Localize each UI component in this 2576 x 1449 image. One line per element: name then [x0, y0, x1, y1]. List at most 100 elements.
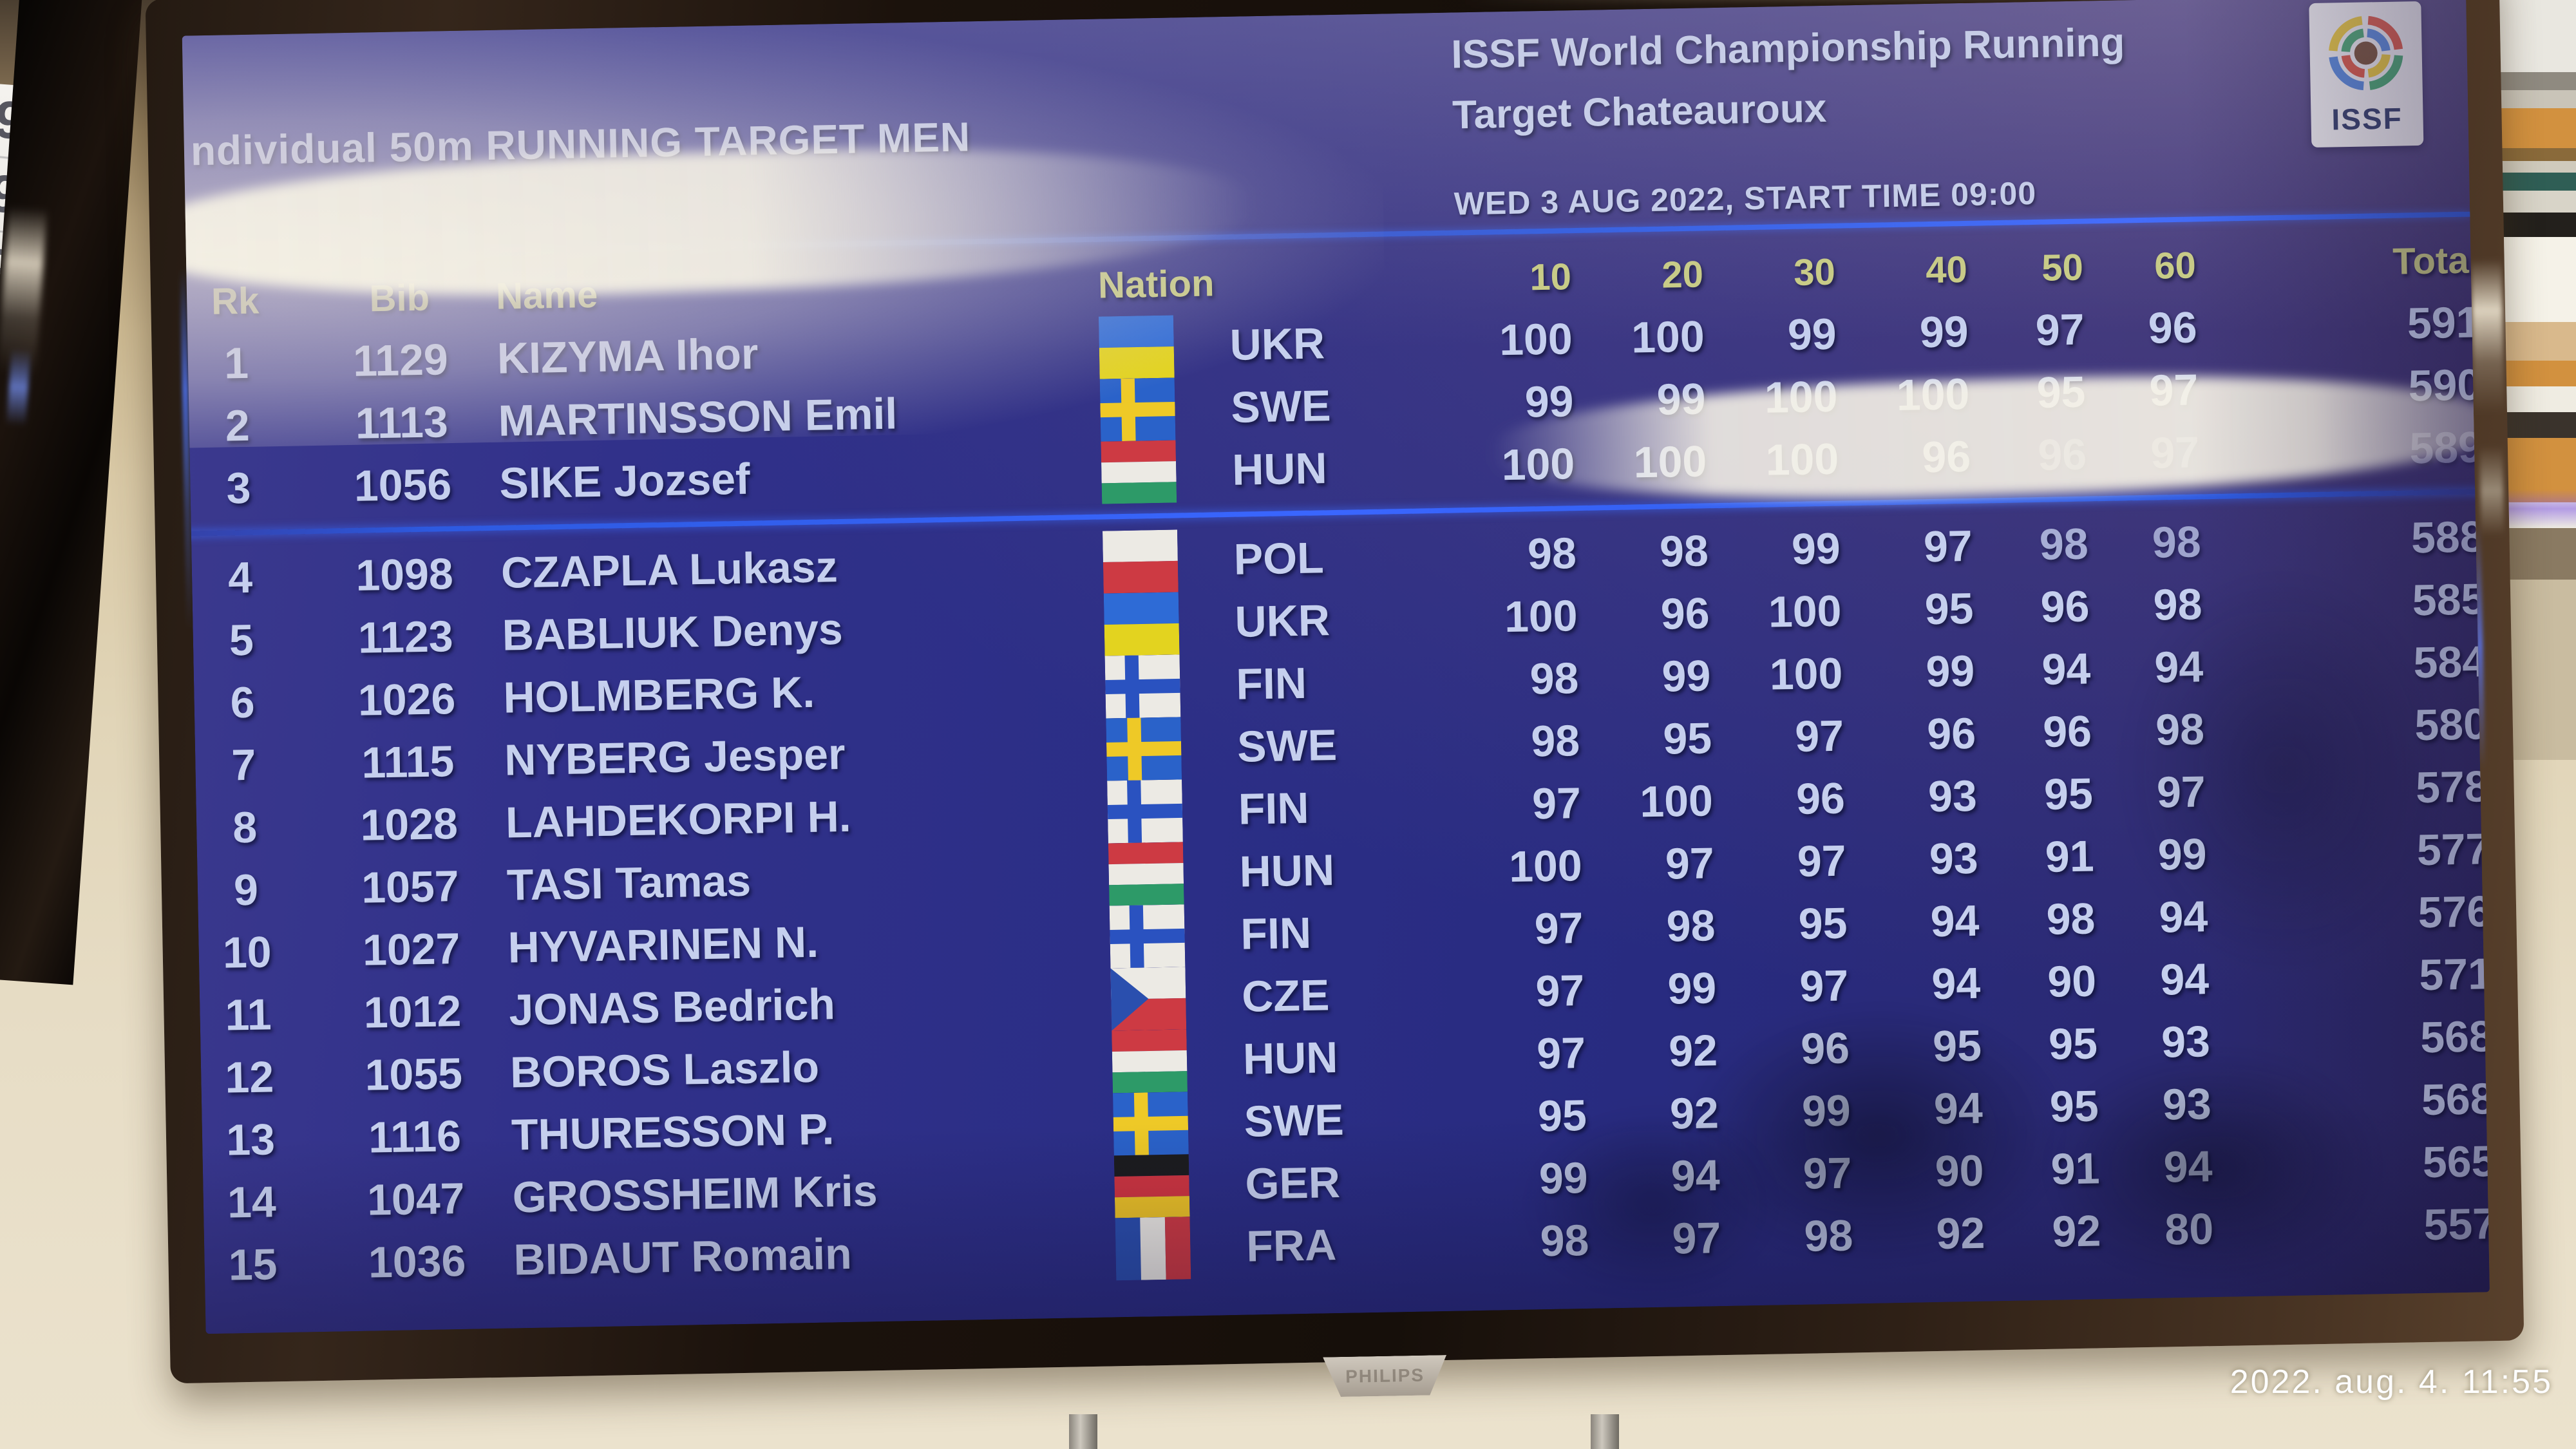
name-cell: HOLMBERG K. — [502, 667, 815, 723]
bib-cell: 1056 — [354, 460, 452, 511]
score-cell-series-50: 97 — [2035, 305, 2085, 355]
ukr-flag-icon — [1103, 592, 1180, 656]
score-cell-series-40: 94 — [1931, 958, 1981, 1009]
rank-cell: 14 — [227, 1177, 277, 1227]
rank-cell: 15 — [228, 1240, 278, 1290]
score-cell-series-20: 97 — [1671, 1213, 1721, 1264]
pol-flag-icon — [1102, 529, 1179, 594]
score-cell-series-60: 98 — [2152, 517, 2202, 567]
score-cell-series-60: 80 — [2164, 1204, 2214, 1255]
col-header-series-10: 10 — [1529, 256, 1572, 299]
score-cell-series-60: 94 — [2159, 954, 2210, 1005]
score-cell-series-10: 97 — [1534, 904, 1584, 954]
bib-cell: 1129 — [352, 335, 449, 386]
score-cell-series-40: 94 — [1933, 1083, 1984, 1134]
result-row: 5 1123 BABLIUK Denys UKR 100 96 100 95 96 98 585 — [193, 568, 2486, 672]
ceiling-band — [2479, 161, 2576, 173]
total-cell: 577 — [2416, 824, 2490, 875]
score-cell-series-30: 100 — [1764, 372, 1839, 422]
rank-cell: 6 — [230, 677, 256, 728]
results-table-body: 1 1129 KIZYMA Ihor UKR 100 100 99 99 97 96 591 2 111… — [187, 292, 2490, 1298]
score-cell-series-20: 94 — [1671, 1151, 1721, 1201]
total-cell: 578 — [2415, 762, 2490, 813]
bib-cell: 1123 — [357, 612, 454, 663]
name-cell: SIKE Jozsef — [498, 454, 751, 508]
score-cell-series-60: 93 — [2162, 1079, 2212, 1130]
score-cell-series-60: 94 — [2163, 1142, 2213, 1192]
cze-flag-icon — [1110, 967, 1187, 1031]
rank-cell: 9 — [233, 865, 259, 915]
col-header-series-20: 20 — [1661, 253, 1704, 296]
score-cell-series-20: 97 — [1665, 838, 1715, 889]
rank-cell: 8 — [232, 802, 258, 853]
score-cell-series-40: 99 — [1919, 307, 1969, 357]
score-cell-series-50: 95 — [2036, 367, 2086, 417]
col-header-total: Total — [2392, 239, 2480, 283]
nation-cell: UKR — [1234, 596, 1331, 647]
score-cell-series-10: 100 — [1508, 841, 1583, 892]
score-cell-series-40: 95 — [1924, 583, 1975, 634]
score-cell-series-40: 99 — [1925, 646, 1975, 697]
rank-cell: 13 — [225, 1115, 276, 1165]
col-header-bib: Bib — [368, 276, 430, 320]
score-cell-series-10: 98 — [1539, 1215, 1589, 1266]
score-cell-series-60: 97 — [2148, 365, 2199, 415]
score-cell-series-20: 100 — [1631, 312, 1705, 363]
issf-target-icon — [2328, 15, 2403, 91]
score-cell-series-20: 92 — [1668, 1026, 1718, 1076]
score-cell-series-40: 90 — [1935, 1146, 1985, 1197]
championship-title-line2: Target Chateauroux — [1452, 86, 1827, 138]
bib-cell: 1098 — [355, 549, 454, 600]
total-cell: 591 — [2407, 298, 2481, 348]
total-cell: 584 — [2412, 637, 2487, 688]
bib-cell: 1113 — [355, 397, 449, 448]
name-cell: MARTINSSON Emil — [498, 389, 898, 446]
col-header-series-30: 30 — [1793, 251, 1836, 294]
bib-cell: 1116 — [368, 1111, 462, 1162]
nation-cell: FIN — [1235, 658, 1307, 709]
score-cell-series-30: 98 — [1803, 1211, 1853, 1261]
score-cell-series-10: 98 — [1529, 654, 1579, 704]
fin-flag-icon — [1104, 654, 1181, 719]
score-cell-series-40: 95 — [1932, 1021, 1982, 1072]
nation-cell: GER — [1244, 1157, 1341, 1209]
nation-cell: FIN — [1238, 783, 1310, 834]
result-row: 12 1055 BOROS Laszlo HUN 97 92 96 95 95 93 568 — [200, 1005, 2490, 1110]
col-header-series-60: 60 — [2154, 244, 2197, 287]
name-cell: LAHDEKORPI H. — [505, 791, 852, 848]
score-cell-series-10: 100 — [1501, 439, 1575, 490]
nation-cell: SWE — [1230, 381, 1332, 432]
score-cell-series-40: 94 — [1929, 896, 1980, 947]
score-cell-series-10: 97 — [1535, 965, 1585, 1016]
name-cell: JONAS Bedrich — [508, 980, 836, 1035]
bib-cell: 1047 — [366, 1173, 466, 1225]
result-row: 13 1116 THURESSON P. SWE 95 92 99 94 95 93 568 — [202, 1068, 2490, 1172]
score-cell-series-20: 98 — [1659, 526, 1709, 576]
bezel-reflection — [2470, 258, 2505, 414]
name-cell: TASI Tamas — [506, 856, 752, 910]
score-cell-series-30: 96 — [1800, 1023, 1850, 1074]
total-cell: 576 — [2418, 887, 2490, 938]
score-cell-series-20: 99 — [1667, 963, 1717, 1014]
score-cell-series-30: 99 — [1791, 524, 1841, 574]
score-cell-series-10: 98 — [1530, 716, 1580, 766]
nation-cell: HUN — [1239, 846, 1335, 896]
result-row: 9 1057 TASI Tamas HUN 100 97 97 93 91 99 577 — [197, 818, 2490, 922]
score-cell-series-40: 92 — [1935, 1208, 1985, 1259]
event-datetime: WED 3 AUG 2022, START TIME 09:00 — [1454, 175, 2037, 222]
scoreboard-screen: ndividual 50m RUNNING TARGET MEN ISSF Wo… — [182, 0, 2490, 1334]
score-cell-series-50: 96 — [2042, 706, 2092, 757]
score-cell-series-50: 98 — [2039, 519, 2089, 569]
score-cell-series-30: 97 — [1797, 836, 1847, 886]
score-cell-series-60: 93 — [2161, 1017, 2211, 1067]
score-cell-series-40: 93 — [1929, 833, 1979, 884]
issf-logo-text: ISSF — [2331, 101, 2403, 137]
score-cell-series-60: 98 — [2153, 580, 2203, 630]
swe-flag-icon — [1112, 1092, 1189, 1156]
score-cell-series-10: 98 — [1527, 529, 1577, 579]
nation-cell: FRA — [1245, 1220, 1337, 1271]
score-cell-series-30: 97 — [1799, 961, 1849, 1011]
rank-cell: 11 — [224, 990, 272, 1040]
score-cell-series-60: 94 — [2158, 892, 2208, 942]
